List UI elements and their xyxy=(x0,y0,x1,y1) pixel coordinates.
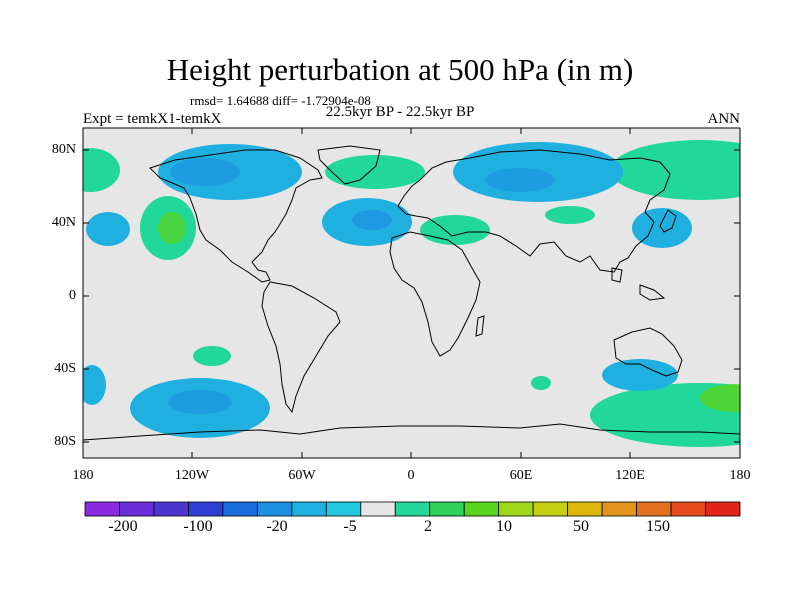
anomaly-region xyxy=(602,359,678,391)
anomaly-region xyxy=(545,206,595,224)
colorbar xyxy=(84,501,741,517)
colorbar-label: 150 xyxy=(646,518,670,535)
experiment-label: Expt = temkX1-temkX xyxy=(83,111,222,127)
season-label: ANN xyxy=(707,111,741,127)
axis-ticks xyxy=(83,128,740,458)
lat-tick-label: 80S xyxy=(54,434,76,449)
coastlines xyxy=(83,145,740,441)
colorbar-box xyxy=(601,501,637,517)
colorbar-box xyxy=(567,501,603,517)
plot-title: Height perturbation at 500 hPa (in m) xyxy=(166,52,634,87)
anomaly-region xyxy=(610,140,740,200)
lon-tick-label: 60W xyxy=(288,468,316,483)
colorbar-box xyxy=(532,501,569,517)
anomaly-region xyxy=(485,168,555,192)
lon-tick-label: 60E xyxy=(509,468,533,483)
anomaly-region xyxy=(83,365,106,405)
colorbar-box xyxy=(188,501,224,517)
anomaly-region xyxy=(168,390,232,414)
colorbar-box xyxy=(84,501,120,517)
colorbar-box xyxy=(222,501,258,517)
anomaly-region xyxy=(531,376,551,390)
lon-tick-label: 180 xyxy=(72,468,94,483)
colorbar-box xyxy=(153,501,189,517)
lon-tick-label: 120E xyxy=(615,468,645,483)
colorbar-box xyxy=(119,501,155,517)
colorbar-box xyxy=(670,501,706,517)
lon-tick-label: 180 xyxy=(729,468,751,483)
lon-tick-label: 120W xyxy=(174,468,210,483)
anomaly-region xyxy=(83,148,120,192)
lat-tick-label: 0 xyxy=(69,288,76,303)
colorbar-label: 50 xyxy=(573,518,589,535)
anomaly-region xyxy=(632,208,692,248)
colorbar-box xyxy=(291,501,327,517)
colorbar-box xyxy=(636,501,672,517)
anomaly-region xyxy=(352,210,392,230)
colorbar-box xyxy=(429,501,465,517)
anomaly-region xyxy=(158,212,186,244)
colorbar-box xyxy=(498,501,534,517)
anomaly-region xyxy=(700,384,740,412)
colorbar-label: -100 xyxy=(183,518,213,535)
anomaly-region xyxy=(170,158,240,186)
colorbar-box xyxy=(463,501,500,517)
colorbar-label: 2 xyxy=(424,518,432,535)
colorbar-box xyxy=(705,501,741,517)
colorbar-label: -5 xyxy=(343,518,357,535)
anomaly-region xyxy=(193,346,231,366)
lat-tick-label: 80N xyxy=(51,142,76,157)
colorbar-box xyxy=(256,501,293,517)
colorbar-label: -200 xyxy=(108,518,138,535)
colorbar-box xyxy=(325,501,362,517)
colorbar-box xyxy=(360,501,396,517)
anomaly-region xyxy=(86,212,130,246)
colorbar-label: -20 xyxy=(266,518,288,535)
lat-tick-label: 40S xyxy=(54,361,76,376)
anomaly-region xyxy=(590,383,740,447)
plot-subtitle: 22.5kyr BP - 22.5kyr BP xyxy=(325,104,475,120)
colorbar-label: 10 xyxy=(496,518,512,535)
stats-text: rmsd= 1.64688 diff= -1.72904e-08 xyxy=(190,93,371,108)
colorbar-box xyxy=(394,501,431,517)
anomaly-region xyxy=(325,155,425,189)
lon-tick-label: 0 xyxy=(407,468,415,483)
lat-tick-label: 40N xyxy=(51,215,76,230)
